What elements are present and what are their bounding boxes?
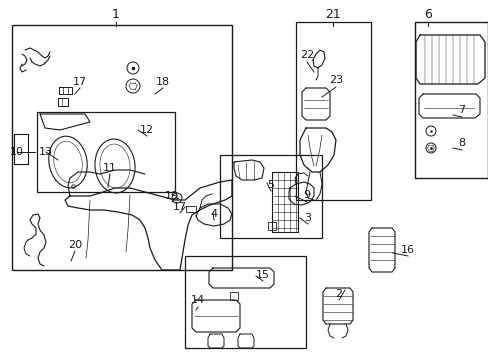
- Bar: [12, 25, 231, 270]
- Text: 16: 16: [400, 245, 414, 255]
- Text: 14: 14: [190, 295, 204, 305]
- Bar: [295, 22, 370, 200]
- Bar: [267, 222, 275, 230]
- Text: 11: 11: [103, 163, 117, 173]
- Text: 17: 17: [173, 202, 187, 212]
- Text: 1: 1: [112, 8, 120, 21]
- Text: 3: 3: [304, 213, 311, 223]
- Text: 7: 7: [458, 105, 465, 115]
- Text: 18: 18: [156, 77, 170, 87]
- Text: 22: 22: [299, 50, 313, 60]
- Text: 2: 2: [335, 289, 342, 299]
- Text: 19: 19: [164, 191, 179, 201]
- Text: 13: 13: [39, 147, 53, 157]
- Text: 4: 4: [210, 209, 217, 219]
- Text: 23: 23: [328, 75, 343, 85]
- Text: 15: 15: [256, 270, 269, 280]
- Bar: [229, 292, 238, 300]
- Text: 9: 9: [303, 190, 310, 200]
- Bar: [37, 112, 175, 192]
- Text: 8: 8: [458, 138, 465, 148]
- Text: 17: 17: [73, 77, 87, 87]
- Text: 10: 10: [10, 147, 24, 157]
- Text: 20: 20: [68, 240, 82, 250]
- Bar: [414, 22, 487, 178]
- Bar: [184, 256, 305, 348]
- Bar: [220, 155, 321, 238]
- Text: 21: 21: [325, 8, 340, 21]
- Text: 5: 5: [267, 180, 274, 190]
- Text: 6: 6: [423, 8, 431, 21]
- Text: 12: 12: [140, 125, 154, 135]
